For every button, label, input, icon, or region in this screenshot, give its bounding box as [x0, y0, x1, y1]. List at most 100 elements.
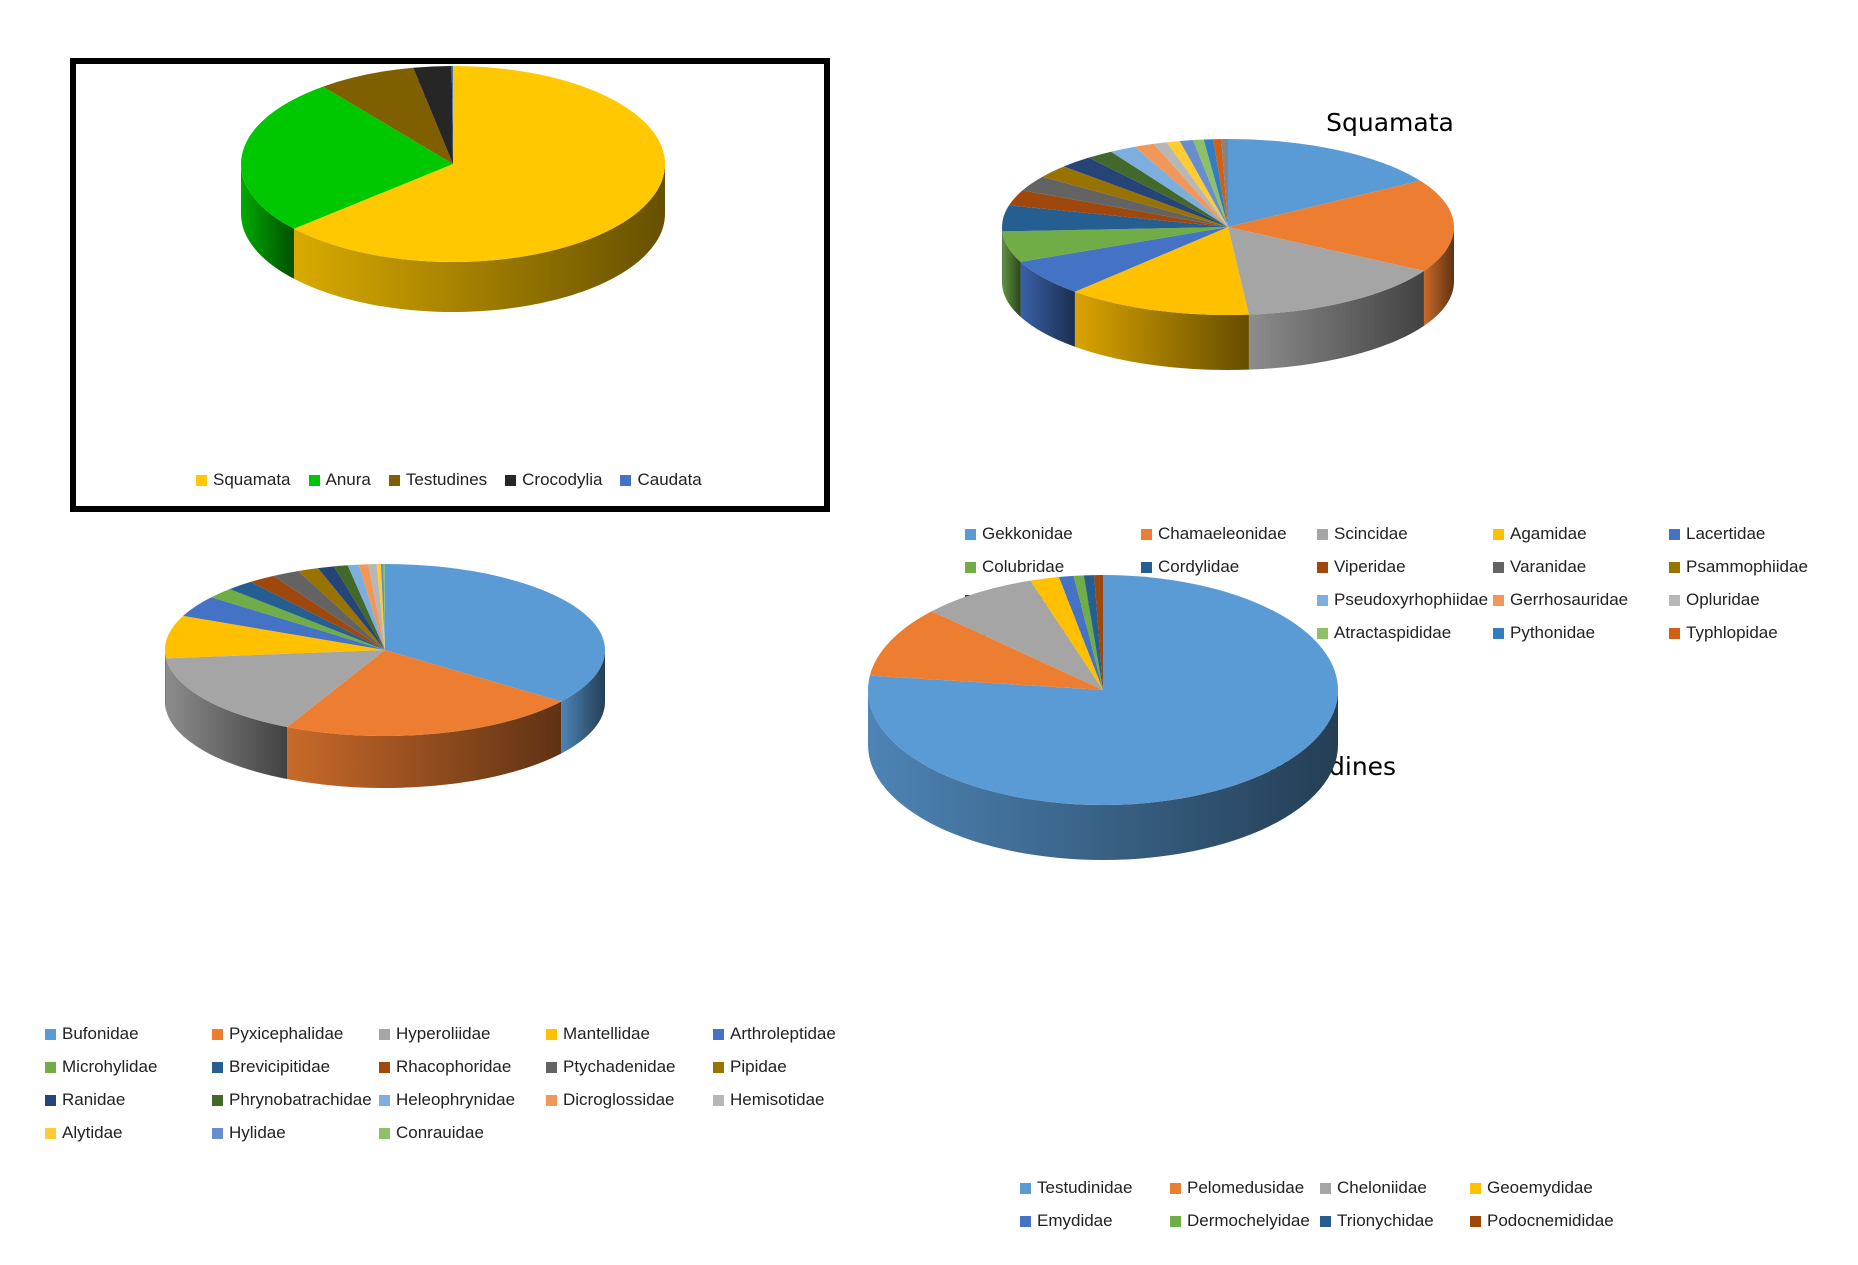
- legend-label: Hyperoliidae: [396, 1024, 491, 1043]
- legend-item-emydidae: Emydidae: [1020, 1211, 1170, 1231]
- legend-label: Trionychidae: [1337, 1211, 1434, 1230]
- legend-item-pyxicephalidae: Pyxicephalidae: [212, 1024, 379, 1044]
- legend-swatch: [713, 1061, 724, 1073]
- legend-swatch: [379, 1094, 390, 1106]
- legend-swatch: [1493, 561, 1504, 573]
- pie-side-agamidae: [1074, 291, 1249, 370]
- pie-slice-squamata: [293, 66, 665, 262]
- legend-item-podocnemididae: Podocnemididae: [1470, 1211, 1620, 1231]
- legend-swatch: [212, 1061, 223, 1073]
- pie-slice-mantellidae: [164, 615, 385, 659]
- legend-swatch: [1020, 1182, 1031, 1194]
- legend-item-hemisotidae: Hemisotidae: [713, 1090, 880, 1110]
- legend-label: Brevicipitidae: [229, 1057, 331, 1076]
- legend-swatch: [1669, 627, 1680, 639]
- legend-label: Alytidae: [62, 1123, 123, 1142]
- legend-label: Emydidae: [1037, 1211, 1113, 1230]
- legend-item-gekkonidae: Gekkonidae: [965, 524, 1141, 544]
- legend-item-phrynobatrachidae: Phrynobatrachidae: [212, 1090, 379, 1110]
- legend-label: Hylidae: [229, 1123, 286, 1142]
- pie-slice-phrynobatrachidae: [334, 565, 385, 650]
- legend-swatch: [1317, 594, 1328, 606]
- legend-item-varanidae: Varanidae: [1493, 557, 1669, 577]
- pie-slice-ptychadenidae: [273, 570, 385, 650]
- legend-label: Psammophiidae: [1686, 557, 1808, 576]
- legend-swatch: [379, 1061, 390, 1073]
- legend-item-rhacophoridae: Rhacophoridae: [379, 1057, 546, 1077]
- legend-label: Dicroglossidae: [563, 1090, 675, 1109]
- pie-slice-dermochelyidae: [1073, 575, 1103, 690]
- legend-label: Conrauidae: [396, 1123, 484, 1142]
- pie-slice-pseudaspididae: [1166, 141, 1228, 227]
- legend-swatch: [1317, 561, 1328, 573]
- pie-side-pyxicephalidae: [287, 701, 562, 788]
- legend-item-psammophiidae: Psammophiidae: [1669, 557, 1845, 577]
- legend-item-brevicipitidae: Brevicipitidae: [212, 1057, 379, 1077]
- anura-chart: Anura BufonidaePyxicephalidaeHyperoliida…: [20, 564, 890, 1170]
- pie-slice-pseudoxyrhophiidae: [1111, 146, 1228, 227]
- legend-swatch: [308, 474, 320, 486]
- legend-label: Opluridae: [1686, 590, 1760, 609]
- legend-swatch: [546, 1061, 557, 1073]
- legend-label: Testudines: [405, 470, 488, 489]
- legend-swatch: [1141, 561, 1152, 573]
- legend-swatch: [1020, 1215, 1031, 1227]
- legend-swatch: [45, 1028, 56, 1040]
- legend-swatch: [196, 474, 207, 486]
- pie-slice-crocodylia: [413, 66, 453, 164]
- pie-slice-pythonidae: [1203, 139, 1228, 227]
- pie-slice-elapidae: [1088, 151, 1228, 227]
- pie-slice-testudinidae: [868, 575, 1338, 806]
- pie-slice-psammophiidae: [1042, 166, 1228, 227]
- pie-slice-atractaspididae: [1193, 139, 1228, 227]
- legend-item-caudata: Caudata: [620, 470, 702, 490]
- legend-swatch: [212, 1028, 223, 1040]
- pie-slice-pipidae: [298, 568, 385, 650]
- legend-item-colubridae: Colubridae: [965, 557, 1141, 577]
- legend-label: Dermochelyidae: [1187, 1211, 1310, 1230]
- legend-swatch: [1320, 1182, 1331, 1194]
- pie-side-colubridae: [1002, 231, 1021, 317]
- pie-slice-hyperoliidae: [166, 650, 385, 728]
- legend-label: Lacertidae: [1686, 524, 1766, 543]
- legend-label: Pythonidae: [1510, 623, 1596, 642]
- legend-item-hylidae: Hylidae: [212, 1123, 379, 1143]
- legend-item-dermochelyidae: Dermochelyidae: [1170, 1211, 1320, 1231]
- legend-swatch: [1317, 627, 1328, 639]
- testudines-pie: [868, 575, 1338, 860]
- legend-label: Atractaspididae: [1334, 623, 1452, 642]
- pie-slice-caudata: [451, 66, 453, 164]
- pie-slice-pyxicephalidae: [287, 650, 562, 736]
- pie-slice-emydidae: [1058, 575, 1103, 690]
- legend-label: Heleophrynidae: [396, 1090, 516, 1109]
- legend-swatch: [965, 561, 976, 573]
- pie-slice-bufonidae: [385, 564, 605, 702]
- legend-item-microhylidae: Microhylidae: [45, 1057, 212, 1077]
- legend-item-heleophrynidae: Heleophrynidae: [379, 1090, 546, 1110]
- legend-label: Gerrhosauridae: [1510, 590, 1629, 609]
- legend-swatch: [1317, 528, 1328, 540]
- legend-swatch: [1669, 528, 1680, 540]
- pie-slice-anura: [240, 86, 453, 229]
- legend-swatch: [45, 1094, 56, 1106]
- legend-item-bufonidae: Bufonidae: [45, 1024, 212, 1044]
- legend-swatch: [1493, 627, 1504, 639]
- legend-item-pelomedusidae: Pelomedusidae: [1170, 1178, 1320, 1198]
- legend-swatch: [1170, 1182, 1181, 1194]
- legend-swatch: [713, 1028, 724, 1040]
- legend-label: Rhacophoridae: [396, 1057, 512, 1076]
- order-chart: Order SquamataAnuraTestudinesCrocodyliaC…: [70, 58, 830, 512]
- legend-swatch: [1170, 1215, 1181, 1227]
- legend-swatch: [620, 474, 632, 486]
- pie-side-bufonidae: [561, 650, 605, 754]
- legend-item-ranidae: Ranidae: [45, 1090, 212, 1110]
- pie-side-squamata: [293, 164, 665, 312]
- pie-slice-microhylidae: [211, 589, 385, 650]
- pie-slice-opluridae: [1153, 142, 1228, 227]
- legend-label: Scincidae: [1334, 524, 1408, 543]
- pie-side-testudinidae: [868, 690, 1338, 860]
- legend-item-typhlopidae: Typhlopidae: [1669, 623, 1845, 643]
- legend-item-viperidae: Viperidae: [1317, 557, 1493, 577]
- legend-label: Pyxicephalidae: [229, 1024, 344, 1043]
- legend-swatch: [546, 1094, 557, 1106]
